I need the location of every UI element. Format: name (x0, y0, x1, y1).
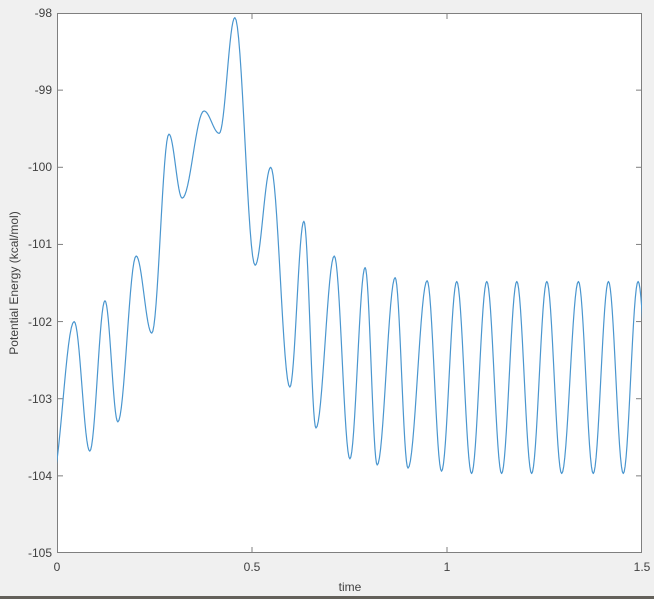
x-tick-label: 1.5 (633, 560, 651, 574)
chart-plot-area (57, 13, 642, 553)
y-tick-label: -99 (34, 83, 52, 98)
y-axis-label: Potential Energy (kcal/mol) (7, 211, 21, 355)
y-tick-label: -98 (34, 6, 52, 20)
y-tick-label: -105 (27, 546, 52, 560)
axes-box (57, 13, 642, 553)
y-tick-label: -100 (27, 160, 52, 175)
y-tick-label: -104 (27, 468, 52, 483)
y-tick-label: -103 (27, 391, 52, 406)
x-tick-label: 0 (53, 560, 61, 574)
x-axis-label: time (338, 580, 362, 594)
x-tick-label: 0.5 (243, 560, 261, 574)
potential-energy-line (57, 17, 642, 475)
y-tick-label: -102 (27, 314, 52, 329)
y-tick-label: -101 (27, 237, 52, 252)
window-edge-bar (0, 596, 654, 599)
x-tick-label: 1 (443, 560, 451, 574)
